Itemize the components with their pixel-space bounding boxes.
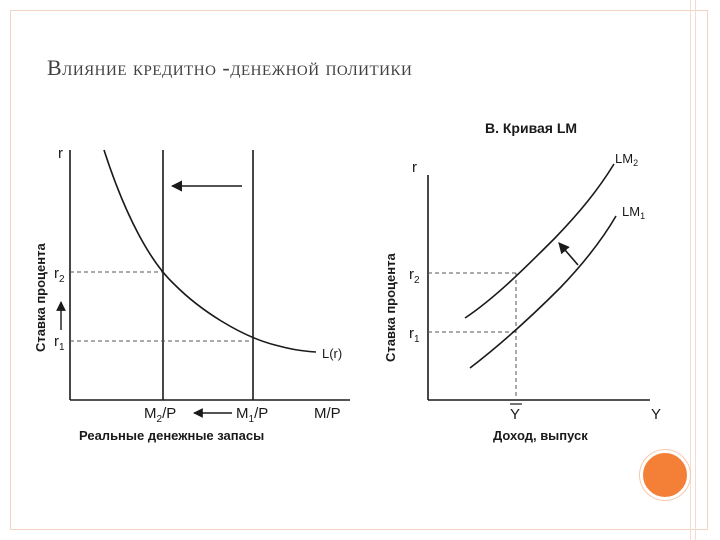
right-y-letter: r — [412, 159, 417, 176]
right-diagram: В. Кривая LM r Ставка процента LM2 LM1 r… — [383, 120, 661, 443]
right-r1-label: r1 — [409, 325, 420, 345]
lm1-label: LM1 — [622, 204, 645, 221]
left-r1-label: r1 — [54, 333, 65, 353]
money-demand-curve — [103, 149, 317, 353]
lm2-label: LM2 — [615, 151, 638, 168]
right-panel-title: В. Кривая LM — [485, 120, 577, 136]
curve-label-lr: L(r) — [322, 346, 342, 361]
right-x-axis-title: Доход, выпуск — [493, 428, 588, 443]
lm2-curve — [464, 163, 615, 319]
slide-title: Влияние кредитно -денежной политики — [47, 55, 413, 80]
slide-frame — [10, 10, 708, 530]
left-diagram: r Ставка процента L(r) r2 r1 M2/P M1/P M… — [33, 145, 350, 443]
left-y-axis-title: Ставка процента — [33, 243, 48, 352]
ybar-label: Y — [510, 406, 520, 423]
decorative-circle — [640, 450, 690, 500]
decorative-rule — [690, 0, 696, 540]
left-x-axis-title: Реальные денежные запасы — [79, 428, 264, 443]
lm-shift-arrow — [558, 242, 579, 266]
right-x-axis-end: Y — [651, 406, 661, 423]
left-x-axis-end: M/P — [314, 405, 341, 422]
lm1-curve — [469, 215, 617, 369]
m2-over-p-label: M2/P — [144, 405, 176, 425]
right-y-axis-title: Ставка процента — [383, 253, 398, 362]
right-r2-label: r2 — [409, 266, 420, 286]
left-y-letter: r — [58, 145, 63, 162]
m1-over-p-label: M1/P — [236, 405, 268, 425]
left-r2-label: r2 — [54, 265, 65, 285]
